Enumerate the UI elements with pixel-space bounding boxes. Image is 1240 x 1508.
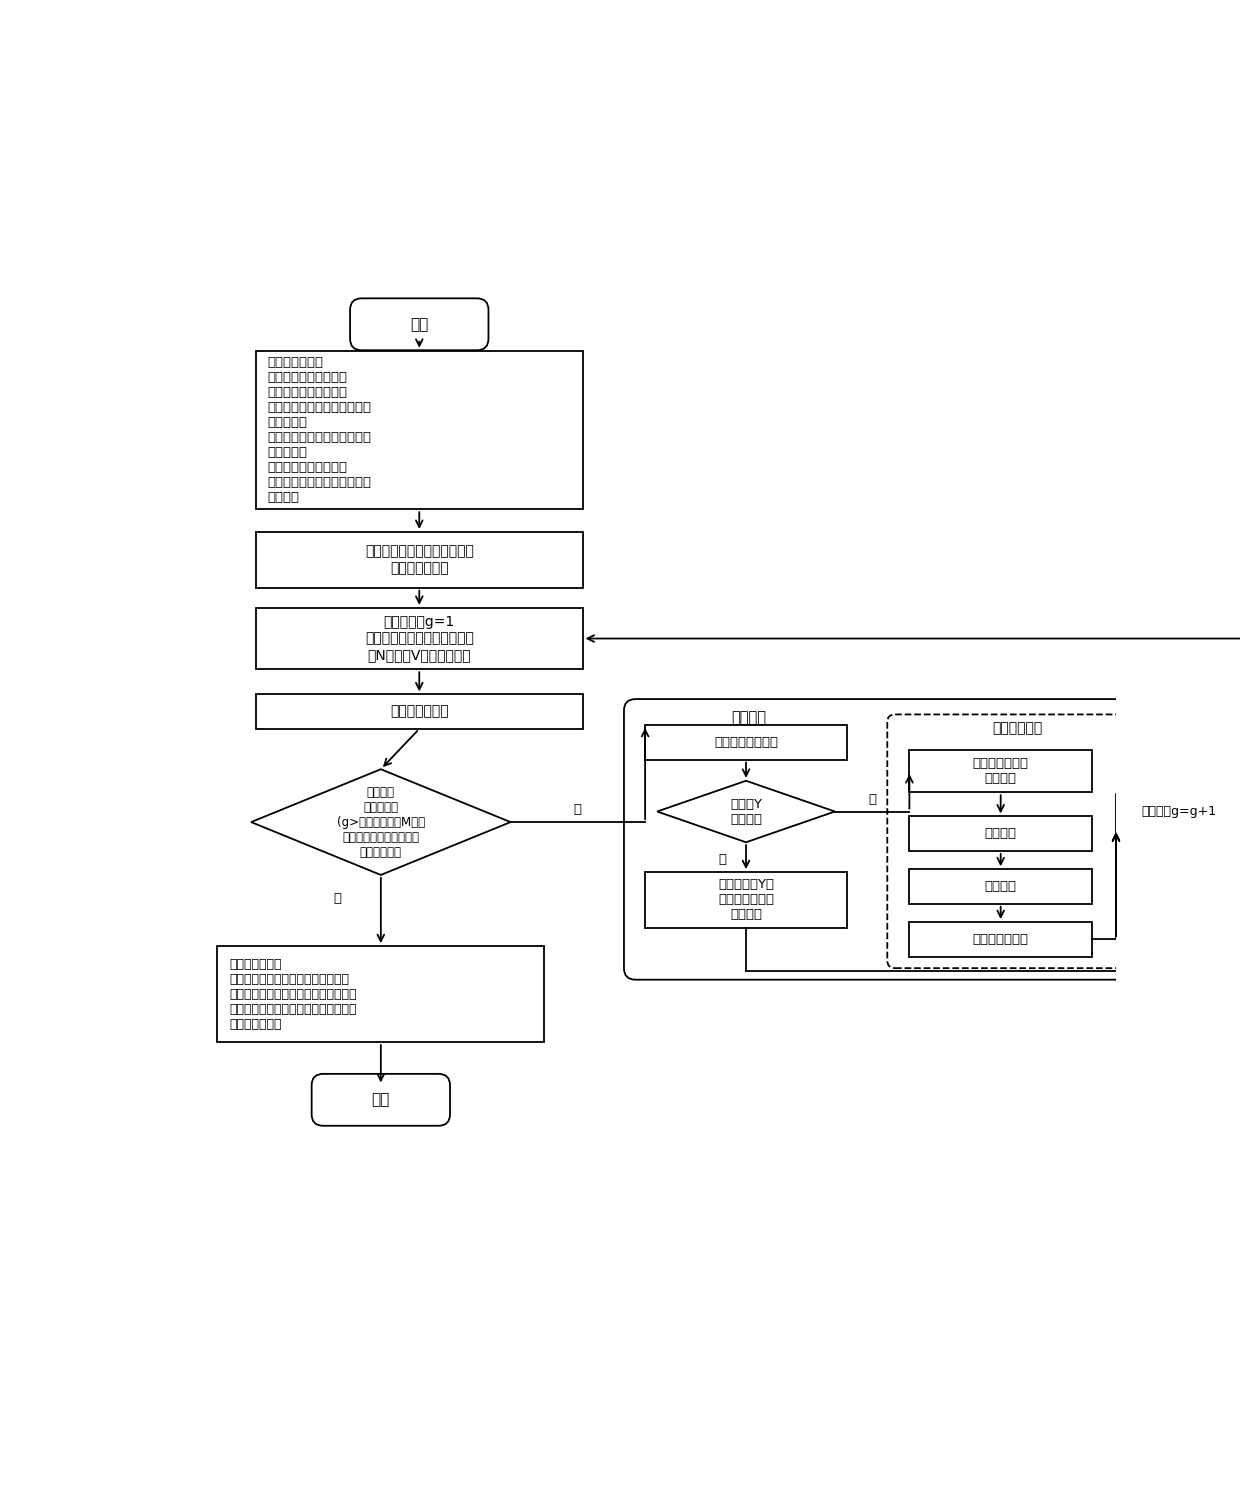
Text: 输入原始数据：
太阳辐照度预测数据，
天气预报的气温数据，
不可时移电负荷各时段用电量
预测数据，
可时移电负荷日工作时长与额
定功率数据
各时段室内目标温度；: 输入原始数据： 太阳辐照度预测数据， 天气预报的气温数据， 不可时移电负荷各时段… — [268, 356, 372, 504]
Text: 变异操作: 变异操作 — [985, 881, 1017, 893]
Text: 否: 否 — [868, 793, 877, 805]
Bar — [645, 725, 847, 760]
FancyBboxPatch shape — [311, 1074, 450, 1126]
Text: 开始: 开始 — [410, 317, 428, 332]
Text: 繁衍子代个体: 繁衍子代个体 — [992, 721, 1042, 734]
Text: 遗传操作: 遗传操作 — [732, 710, 766, 725]
FancyBboxPatch shape — [350, 299, 489, 350]
Bar — [255, 608, 583, 670]
Text: 交叉操作: 交叉操作 — [985, 826, 1017, 840]
Text: 最优的Y
个个体？: 最优的Y 个个体？ — [730, 798, 763, 825]
Text: 按个体适应度排序: 按个体适应度排序 — [714, 736, 777, 749]
Bar — [909, 921, 1092, 956]
Bar — [645, 872, 847, 927]
Text: 保留最优的Y个
个体直接添加到
新群体中: 保留最优的Y个 个体直接添加到 新群体中 — [718, 879, 774, 921]
Bar — [255, 694, 583, 728]
Bar — [255, 532, 583, 588]
Polygon shape — [250, 769, 511, 875]
FancyBboxPatch shape — [888, 715, 1148, 968]
Bar — [255, 351, 583, 510]
Text: 置迭代次数g=1
编码并按初始群体产生方法产
生N个个体V组成初始群体: 置迭代次数g=1 编码并按初始群体产生方法产 生N个个体V组成初始群体 — [365, 615, 474, 662]
Text: 其余的个体进行
选择操作: 其余的个体进行 选择操作 — [972, 757, 1029, 786]
Text: 计算各时段热能等效净负荷与
电能等效净负荷: 计算各时段热能等效净负荷与 电能等效净负荷 — [365, 544, 474, 575]
Polygon shape — [657, 781, 835, 843]
Text: 个体适应度计算: 个体适应度计算 — [389, 704, 449, 719]
Text: 满足优化
终止条件？
(g>最大迭代次数M或连
续迭代最优个体适应度没
有明显改进）: 满足优化 终止条件？ (g>最大迭代次数M或连 续迭代最优个体适应度没 有明显改… — [337, 786, 425, 858]
Text: 否: 否 — [574, 804, 582, 816]
Text: 是: 是 — [718, 854, 725, 866]
Text: 产生子代新群体: 产生子代新群体 — [972, 933, 1029, 946]
Text: 结束: 结束 — [372, 1092, 389, 1107]
Bar — [217, 946, 544, 1042]
Text: 输出优化结果：
各可控型热源各时段输出热量计划，
各形态储能各时段输入输出能量计划，
用户常规可时移负荷各时段工作计划，
计算用户日电费: 输出优化结果： 各可控型热源各时段输出热量计划， 各形态储能各时段输入输出能量计… — [229, 958, 356, 1030]
Text: 是: 是 — [334, 893, 341, 905]
Bar — [909, 749, 1092, 792]
Text: 迭代次数g=g+1: 迭代次数g=g+1 — [1141, 805, 1216, 817]
Bar — [909, 869, 1092, 903]
Bar — [1116, 795, 1240, 829]
FancyBboxPatch shape — [624, 700, 1185, 980]
Bar — [909, 816, 1092, 851]
